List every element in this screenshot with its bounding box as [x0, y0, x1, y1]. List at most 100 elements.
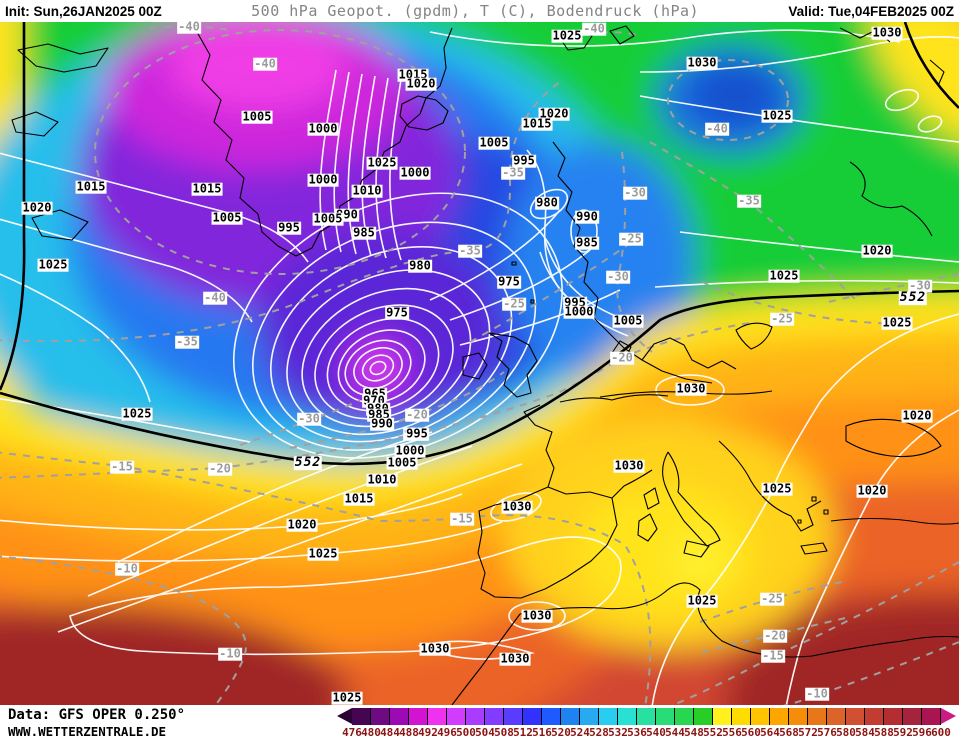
pressure-contour-label: 1020 [861, 243, 893, 258]
colorbar-value-label: 512 [513, 726, 533, 739]
colorbar-value-label: 480 [361, 726, 381, 739]
colorbar-value-label: 524 [570, 726, 590, 739]
pressure-contour-label: 1005 [612, 313, 644, 328]
colorbar-cell [846, 708, 865, 725]
pressure-contour-label: 995 [512, 153, 536, 168]
pressure-contour-label: 1020 [856, 483, 888, 498]
pressure-contour-label: 1005 [312, 211, 344, 226]
temperature-contour-label: -25 [502, 296, 526, 311]
colorbar-cell [580, 708, 599, 725]
colorbar-cell [428, 708, 447, 725]
colorbar-cell [618, 708, 637, 725]
pressure-contour-label: 1000 [399, 165, 431, 180]
temperature-contour-label: -40 [253, 56, 277, 71]
colorbar-cell [922, 708, 941, 725]
temperature-contour-label: -25 [770, 311, 794, 326]
colorbar-value-label: 560 [741, 726, 761, 739]
colorbar-value-label: 484 [380, 726, 400, 739]
colorbar-value-label: 540 [646, 726, 666, 739]
colorbar-cell [770, 708, 789, 725]
temperature-contour-label: -40 [705, 121, 729, 136]
geopotential-552-label: 552 [293, 455, 323, 471]
pressure-contour-label: 1015 [343, 491, 375, 506]
map-canvas [0, 22, 959, 705]
pressure-contour-label: 1005 [211, 210, 243, 225]
pressure-contour-label: 990 [370, 416, 394, 431]
coastlines [11, 24, 959, 705]
pressure-contour-label: 1000 [307, 172, 339, 187]
pressure-contour-label: 1020 [901, 408, 933, 423]
pressure-contour-label: 1015 [75, 179, 107, 194]
colorbar-cell [542, 708, 561, 725]
colorbar-cell [732, 708, 751, 725]
temperature-contour-label: -20 [610, 350, 634, 365]
map-contour-labels: 1015 1020 1025 1005 1000 1015 1005 995 1000 1010 1… [1, 19, 958, 705]
temperature-contour-label: -35 [458, 243, 482, 258]
pressure-contour-label: 1025 [686, 593, 718, 608]
pressure-contour-label: 1025 [551, 28, 583, 43]
temperature-contour-label: -20 [405, 407, 429, 422]
colorbar-value-label: 580 [836, 726, 856, 739]
colorbar-value-label: 528 [589, 726, 609, 739]
temperature-contour-label: -30 [297, 411, 321, 426]
colorbar-value-label: 504 [475, 726, 495, 739]
colorbar-cell [523, 708, 542, 725]
temperature-contour-label: -30 [606, 269, 630, 284]
website-label: WWW.WETTERZENTRALE.DE [8, 724, 167, 739]
pressure-contour-label: 1000 [307, 121, 339, 136]
pressure-contour-label: 985 [575, 235, 599, 250]
pressure-contour-label: 995 [277, 220, 301, 235]
isotherm-contours [0, 25, 959, 705]
temperature-contour-label: -10 [115, 561, 139, 576]
temperature-contour-label: -20 [763, 628, 787, 643]
pressure-contour-label: 1025 [307, 546, 339, 561]
colorbar-cell [409, 708, 428, 725]
colorbar-value-label: 520 [551, 726, 571, 739]
colorbar-cell [504, 708, 523, 725]
colorbar-cell [903, 708, 922, 725]
temperature-contour-label: -40 [203, 290, 227, 305]
pressure-contour-label: 1020 [538, 106, 570, 121]
geopotential-colorbar: 476 480 484 488 492 496 500 504 508 512 516 520 524 5… [0, 705, 959, 741]
temperature-contour-label: -35 [737, 193, 761, 208]
colorbar-cell [751, 708, 770, 725]
colorbar-cell [561, 708, 580, 725]
pressure-contour-label: 1030 [521, 608, 553, 623]
pressure-contour-label: 1020 [405, 76, 437, 91]
pressure-contour-label: 990 [575, 209, 599, 224]
colorbar-value-label: 572 [798, 726, 818, 739]
colorbar-cell [884, 708, 903, 725]
temperature-fill-field [0, 22, 959, 705]
colorbar-value-label: 568 [779, 726, 799, 739]
temperature-contour-label: -15 [450, 511, 474, 526]
colorbar-value-label: 600 [931, 726, 951, 739]
pressure-contour-label: 1015 [521, 116, 553, 131]
geopotential-552-line [0, 22, 959, 466]
pressure-contour-label: 1010 [351, 183, 383, 198]
temperature-contour-label: -10 [218, 646, 242, 661]
colorbar-value-label: 544 [665, 726, 685, 739]
colorbar-cell [466, 708, 485, 725]
pressure-contour-label: 1030 [499, 651, 531, 666]
colorbar-value-label: 496 [437, 726, 457, 739]
colorbar-left-arrow [337, 708, 352, 724]
colorbar-cell [694, 708, 713, 725]
page-title: 500 hPa Geopot. (gpdm), T (C), Bodendruc… [251, 2, 700, 20]
colorbar-value-label: 500 [456, 726, 476, 739]
temperature-contour-label: -35 [175, 334, 199, 349]
colorbar-cell [637, 708, 656, 725]
pressure-contour-label: 1030 [871, 25, 903, 40]
colorbar-value-label: 516 [532, 726, 552, 739]
colorbar-right-arrow [941, 708, 956, 724]
colorbar-value-label: 548 [684, 726, 704, 739]
temperature-contour-label: -40 [177, 19, 201, 34]
geopotential-552-label: 552 [898, 290, 928, 306]
pressure-contour-label: 1010 [366, 472, 398, 487]
colorbar-cell [352, 708, 371, 725]
colorbar-cell [485, 708, 504, 725]
pressure-contour-label: 1025 [881, 315, 913, 330]
pressure-contour-label: 1000 [563, 304, 595, 319]
data-source-label: Data: GFS OPER 0.250° [8, 707, 186, 723]
pressure-contour-label: 1025 [366, 155, 398, 170]
